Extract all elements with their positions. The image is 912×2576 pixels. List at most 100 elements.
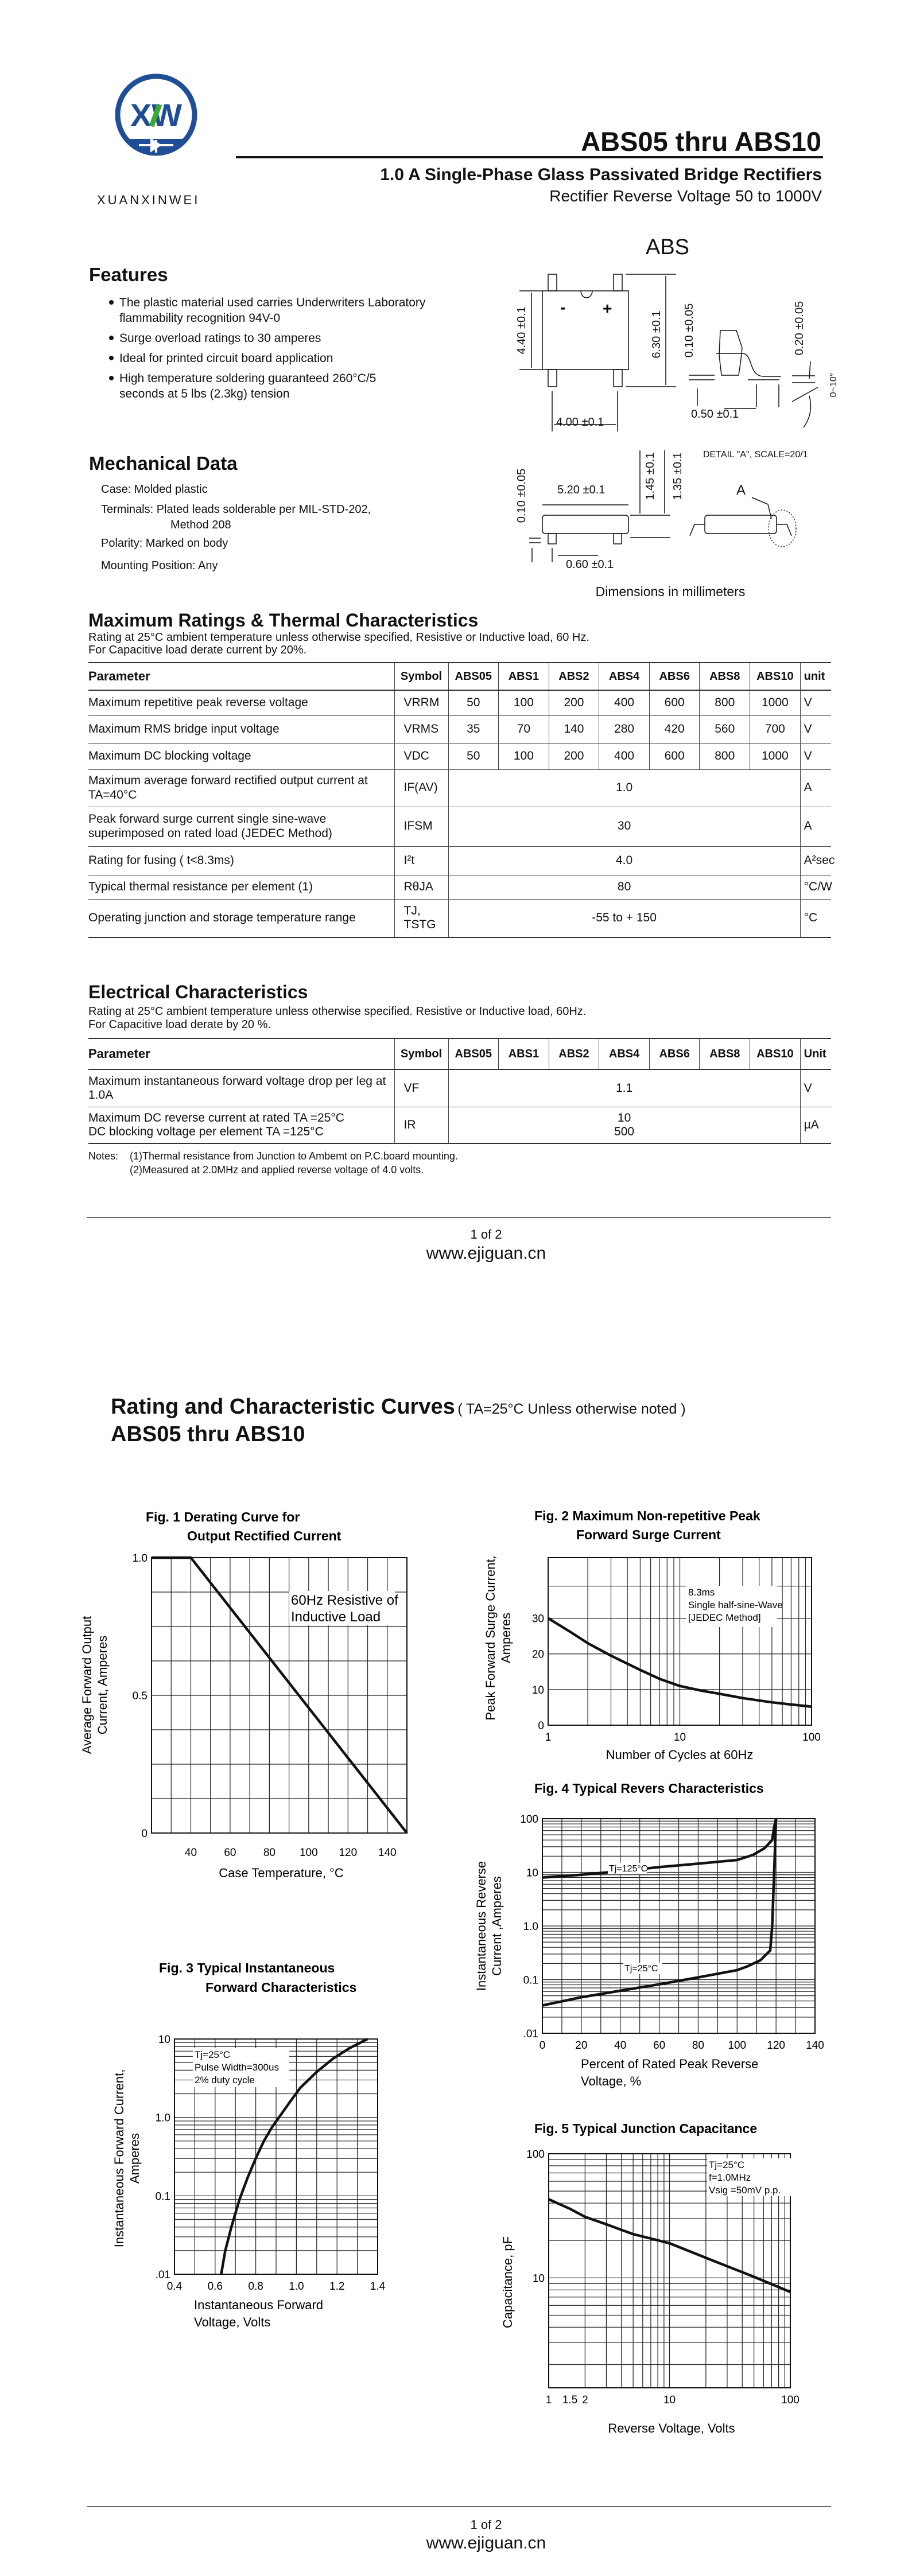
mech-case: Case: Molded plastic [101, 483, 208, 496]
symbol-cell: TJ, TSTG [394, 899, 448, 938]
feature-text: Ideal for printed circuit board applicat… [119, 352, 333, 365]
value-cell: 4.0 [448, 846, 801, 875]
parameter-cell: Maximum repetitive peak reverse voltage [88, 690, 394, 716]
table-row: Operating junction and storage temperatu… [88, 899, 831, 938]
value-cell: 140 [548, 715, 599, 744]
electrical-heading: Electrical Characteristics [88, 982, 308, 1002]
x-axis-label: Percent of Rated Peak Reverse [581, 2057, 758, 2071]
symbol-cell: IR [394, 1107, 448, 1144]
parameter-cell: Peak forward surge current single sine-w… [88, 807, 394, 847]
y-axis-label: Instantaneous Reverse [474, 1861, 488, 1991]
max-ratings-table: Parameter Symbol ABS05 ABS1 ABS2 ABS4 ABS6 ABS8… [88, 662, 835, 938]
y-tick-label: 100 [520, 1814, 538, 1826]
x-tick-label: 0 [540, 2040, 546, 2052]
series-label-bg [608, 1863, 647, 1874]
column-header-abs10: ABS10 [750, 1038, 801, 1070]
symbol-cell: VRMS [394, 715, 448, 744]
chart-title: Fig. 3 Typical Instantaneous [159, 1960, 335, 1975]
y-tick-label: 10 [158, 2034, 170, 2046]
electrical-table: Parameter Symbol ABS05 ABS1 ABS2 ABS4 ABS6 ABS8… [88, 1038, 831, 1144]
column-header-abs8: ABS8 [699, 1038, 750, 1070]
chart-3: Tj=25°C Pulse Width=300us 2% duty cycle 0.4… [112, 1960, 386, 2329]
annotation-text: 60Hz Resistive of [291, 1593, 398, 1608]
product-title: ABS05 thru ABS10 [581, 126, 821, 157]
x-tick-label: 120 [767, 2040, 785, 2052]
dimensions-caption: Dimensions in millimeters [595, 584, 746, 599]
series-label-bg [623, 1963, 662, 1974]
mechanical-heading: Mechanical Data [89, 453, 238, 474]
y-tick-label: 1.0 [133, 1552, 148, 1565]
dim-overall-length: 6.30 ±0.1 [650, 310, 663, 358]
symbol-cell: VF [394, 1069, 448, 1107]
parameter-cell: Maximum average forward rectified output… [88, 769, 394, 807]
annotation-text: [JEDEC Method] [688, 1612, 761, 1623]
electrical-note-2: For Capacitive load derate by 20 %. [88, 1018, 271, 1031]
value-cell: 50 [448, 690, 499, 716]
product-subtitle: 1.0 A Single-Phase Glass Passivated Brid… [380, 165, 822, 184]
parameter-cell: Maximum DC blocking voltage [88, 743, 394, 770]
dim-standoff: 0.20 ±0.05 [793, 301, 806, 355]
chart-title: Forward Surge Current [576, 1527, 721, 1542]
value-cell: 1.0 [448, 769, 801, 807]
column-header-symbol: Symbol [394, 1038, 448, 1070]
y-tick-label: 1.0 [523, 1921, 538, 1933]
mech-terminals: Terminals: Plated leads solderable per M… [101, 503, 371, 516]
mech-polarity: Polarity: Marked on body [101, 537, 228, 550]
package-name: ABS [645, 235, 690, 259]
y-tick-label: 0.5 [133, 1690, 148, 1702]
dim-lead-foot: 0.50 ±0.1 [691, 408, 739, 421]
logo-mark: XW [115, 73, 197, 156]
plot-frame [548, 2153, 791, 2388]
table-row: Maximum average forward rectified output… [88, 769, 831, 807]
unit-cell: V [800, 690, 831, 716]
chart-title: Fig. 5 Typical Junction Capacitance [534, 2121, 757, 2136]
curves-subheading: ABS05 thru ABS10 [111, 1422, 305, 1446]
dim-body-length: 5.20 ±0.1 [557, 484, 605, 496]
y-tick-label: 10 [533, 2273, 545, 2285]
curves-heading-line: Rating and Characteristic Curves ( TA=25… [111, 1396, 686, 1418]
x-tick-label: 40 [614, 2040, 626, 2052]
x-tick-label: 10 [674, 1731, 686, 1744]
parameter-cell: Rating for fusing ( t<8.3ms) [88, 846, 394, 875]
value-cell: 200 [548, 743, 599, 770]
annotation-text: Single half-sine-Wave [688, 1600, 783, 1610]
dim-base-offset: 0.10 ±0.05 [515, 469, 528, 523]
x-tick-label: 100 [728, 2040, 746, 2052]
logo: XW XUANXINWEI [92, 69, 224, 212]
annotation-text: Vsig =50mV p.p. [709, 2185, 781, 2196]
annotation-box [289, 1591, 395, 1625]
value-cell: 700 [750, 715, 801, 744]
x-tick-label: 0.6 [208, 2281, 223, 2293]
feature-text: High temperature soldering guaranteed 26… [119, 372, 377, 385]
column-header-parameter: Parameter [88, 1038, 394, 1070]
footer-url[interactable]: www.ejiguan.cn [426, 1244, 546, 1263]
footer-url-2[interactable]: www.ejiguan.cn [426, 2534, 546, 2552]
value-cell: 600 [649, 690, 700, 716]
plot-frame [548, 1557, 812, 1726]
unit-cell: °C [800, 899, 831, 938]
column-header-abs1: ABS1 [498, 1038, 549, 1070]
x-axis-label: Reverse Voltage, Volts [608, 2421, 735, 2435]
detail-label: DETAIL "A", SCALE=20/1 [703, 450, 808, 460]
value-cell: 10 500 [448, 1107, 801, 1144]
y-axis-label: Amperes [127, 2133, 142, 2184]
y-axis-label: Capacitance, pF [500, 2236, 515, 2328]
y-tick-label: 0.1 [523, 1975, 538, 1987]
column-header-unit: Unit [800, 1038, 831, 1070]
parameter-cell: Maximum DC reverse current at rated TA =… [88, 1107, 394, 1144]
column-header-unit: unit [800, 662, 831, 691]
x-tick-label: 10 [663, 2394, 676, 2406]
column-header-abs6: ABS6 [649, 1038, 700, 1070]
x-axis-label: Number of Cycles at 60Hz [606, 1748, 754, 1762]
dim-angle: 0~10° [829, 373, 839, 397]
x-tick-label: 100 [300, 1847, 318, 1859]
detail-marker: A [736, 482, 746, 498]
value-cell: 35 [448, 715, 499, 744]
value-cell: 1.1 [448, 1069, 801, 1107]
series-label: Tj=125°C [609, 1864, 647, 1874]
x-tick-label: 140 [378, 1847, 397, 1859]
value-cell: 400 [599, 743, 650, 770]
unit-cell: µA [800, 1107, 831, 1144]
